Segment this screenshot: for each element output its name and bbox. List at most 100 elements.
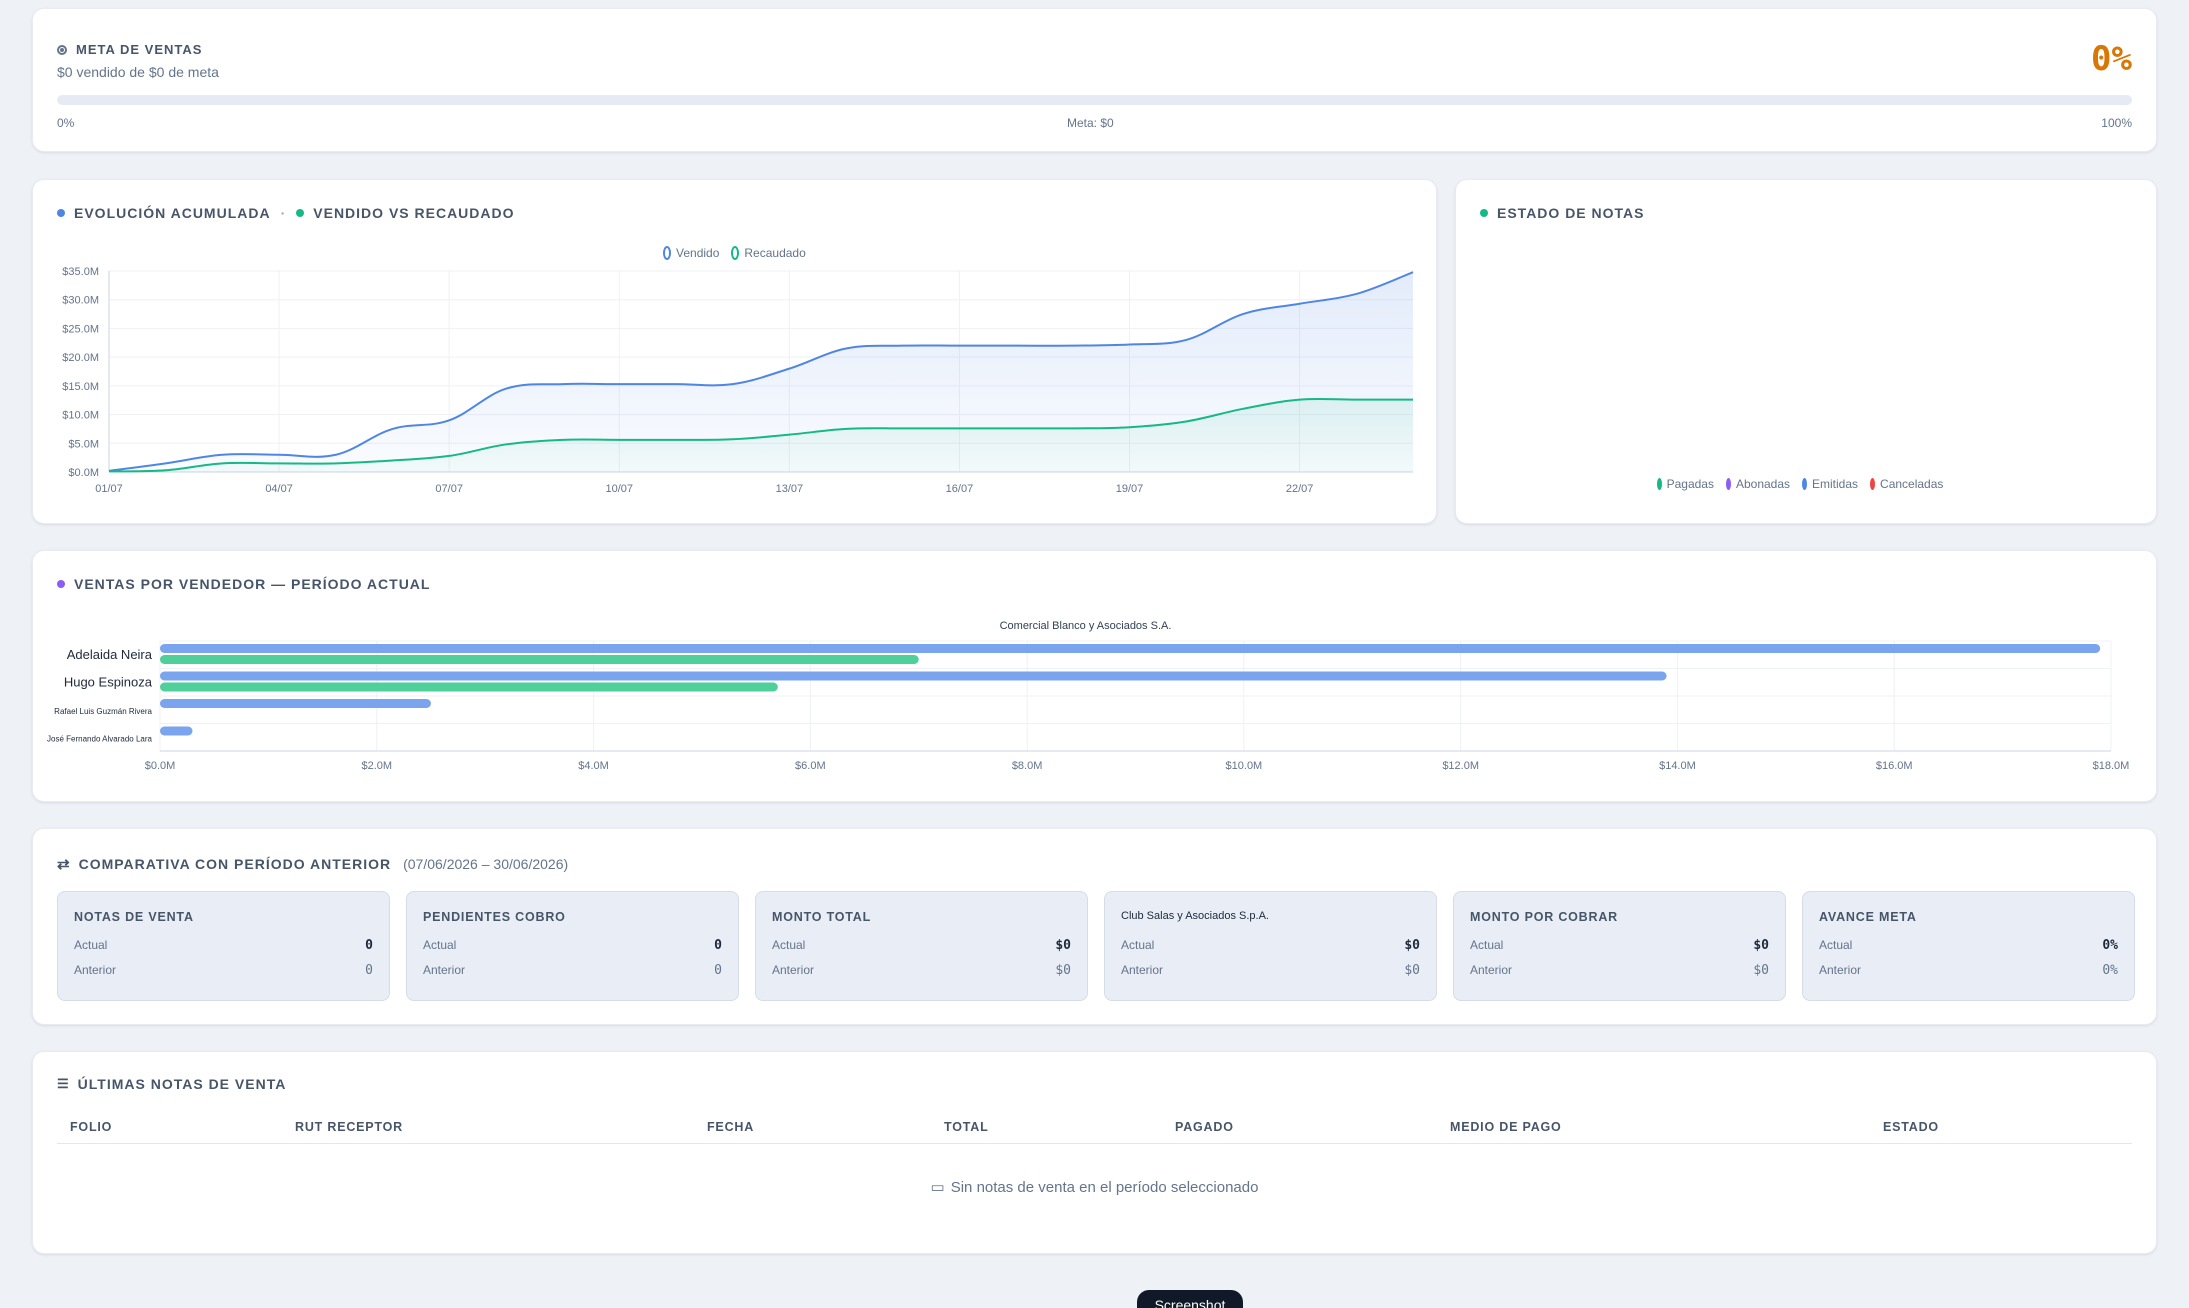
evolucion-card: EVOLUCIÓN ACUMULADA · VENDIDO VS RECAUDA…: [32, 179, 1437, 524]
x-tick-label: 04/07: [265, 483, 293, 495]
x-tick-label: 16/07: [946, 483, 974, 495]
x-tick-label: $0.0M: [145, 760, 176, 772]
bar[interactable]: [160, 682, 778, 692]
comparativa-box-title: AVANCE META: [1819, 910, 1917, 924]
table-header-cell[interactable]: ESTADO: [1883, 1120, 1939, 1134]
green-dot-icon: [1480, 209, 1488, 217]
comparativa-actual-row: Actual 0: [423, 938, 722, 953]
category-label: Rafael Luis Guzmán Rivera: [54, 707, 152, 716]
x-tick-label: 13/07: [776, 483, 804, 495]
comparativa-anterior-row: Anterior $0: [1121, 963, 1420, 978]
meta-subtitle: $0 vendido de $0 de meta: [57, 64, 219, 80]
meta-ventas-card: META DE VENTAS $0 vendido de $0 de meta …: [32, 8, 2157, 152]
evolucion-chart: $0.0M $5.0M $10.0M $15.0M $20.0M $25.0M $30.0M…: [62, 266, 1414, 495]
legend-swatch: [1802, 478, 1808, 490]
comparativa-anterior-row: Anterior 0: [74, 963, 373, 978]
table-header-cell[interactable]: MEDIO DE PAGO: [1450, 1120, 1562, 1134]
series-line-recaudado: [108, 397, 1413, 473]
bar[interactable]: [160, 655, 919, 664]
x-tick-label: $8.0M: [1012, 760, 1043, 772]
comparativa-box: PENDIENTES COBRO Actual 0 Anterior 0: [406, 891, 739, 1001]
x-tick-label: 19/07: [1116, 483, 1144, 495]
y-tick-label: $25.0M: [62, 323, 99, 335]
table-header-cell[interactable]: PAGADO: [1175, 1120, 1234, 1134]
comparativa-box: AVANCE META Actual 0% Anterior 0%: [1802, 891, 2135, 1001]
y-tick-label: $0.0M: [68, 467, 99, 479]
estado-legend-item[interactable]: Abonadas: [1725, 477, 1790, 491]
comparativa-actual-row: Actual $0: [772, 938, 1071, 953]
table-header-cell[interactable]: RUT RECEPTOR: [295, 1120, 403, 1134]
x-tick-label: 10/07: [605, 483, 633, 495]
meta-scale-end: 100%: [2101, 116, 2132, 130]
x-tick-label: $18.0M: [2093, 760, 2130, 772]
y-tick-label: $30.0M: [62, 295, 99, 307]
comparativa-box-title: Club Salas y Asociados S.p.A.: [1121, 910, 1269, 922]
comparativa-box-title: NOTAS DE VENTA: [74, 910, 194, 924]
x-tick-label: $16.0M: [1876, 760, 1913, 772]
ultimas-title: ☰ ÚLTIMAS NOTAS DE VENTA: [57, 1076, 287, 1092]
legend-swatch: [1725, 478, 1731, 490]
vendedor-chart: Comercial Blanco y Asociados S.A. $0.0M $2…: [47, 620, 2130, 772]
bar[interactable]: [160, 671, 1667, 681]
legend-recaudado[interactable]: Recaudado: [731, 246, 806, 260]
comparativa-box-title: MONTO TOTAL: [772, 910, 872, 924]
comparativa-title: ⇄ COMPARATIVA CON PERÍODO ANTERIOR (07/0…: [57, 856, 569, 873]
evolucion-title: EVOLUCIÓN ACUMULADA · VENDIDO VS RECAUDA…: [57, 205, 515, 221]
comparativa-anterior-row: Anterior 0%: [1819, 963, 2118, 978]
comparativa-actual-row: Actual 0%: [1819, 938, 2118, 953]
y-tick-label: $35.0M: [62, 266, 99, 278]
comparativa-box: NOTAS DE VENTA Actual 0 Anterior 0: [57, 891, 390, 1001]
meta-percent: 0%: [2091, 39, 2132, 79]
estado-legend-item[interactable]: Pagadas: [1656, 477, 1714, 491]
legend-swatch: [1870, 478, 1876, 490]
legend-vendido[interactable]: Vendido: [663, 246, 719, 260]
category-label: José Fernando Alvarado Lara: [47, 734, 153, 743]
legend-vendido-swatch: [663, 246, 671, 260]
comparativa-anterior-row: Anterior $0: [1470, 963, 1769, 978]
x-tick-label: $14.0M: [1659, 760, 1696, 772]
comparativa-box: Club Salas y Asociados S.p.A. Actual $0 Ant…: [1104, 891, 1437, 1001]
meta-title: META DE VENTAS: [57, 42, 202, 57]
green-dot-icon: [296, 209, 305, 217]
comparativa-range: (07/06/2026 – 30/06/2026): [403, 856, 569, 872]
bar[interactable]: [160, 644, 2101, 653]
swap-arrows-icon: ⇄: [57, 856, 71, 873]
bar[interactable]: [160, 726, 193, 736]
estado-legend-item[interactable]: Canceladas: [1870, 477, 1943, 491]
table-header-cell[interactable]: FOLIO: [70, 1120, 113, 1134]
x-tick-label: $6.0M: [795, 760, 826, 772]
comparativa-actual-row: Actual 0: [74, 938, 373, 953]
estado-card: ESTADO DE NOTAS Pagadas Abonadas Emitidas C…: [1455, 179, 2157, 524]
comparativa-card: ⇄ COMPARATIVA CON PERÍODO ANTERIOR (07/0…: [32, 828, 2157, 1025]
legend-swatch: [1656, 478, 1662, 490]
empty-state: ▭ Sin notas de venta en el período selecc…: [930, 1179, 1259, 1196]
y-tick-label: $20.0M: [62, 352, 99, 364]
meta-scale-mid: Meta: $0: [1067, 116, 1114, 130]
meta-progress-bar: [57, 95, 2132, 105]
category-label: Adelaida Neira: [67, 647, 153, 662]
x-tick-label: $10.0M: [1226, 760, 1263, 772]
comparativa-actual-row: Actual $0: [1121, 938, 1420, 953]
series-line-vendido: [108, 271, 1414, 472]
estado-legend-item[interactable]: Emitidas: [1802, 477, 1858, 491]
comparativa-anterior-row: Anterior 0: [423, 963, 722, 978]
inbox-icon: ▭: [930, 1179, 945, 1196]
legend-recaudado-swatch: [731, 246, 740, 260]
meta-scale-start: 0%: [57, 116, 75, 130]
series-area-vendido: [109, 272, 1413, 472]
screenshot-button[interactable]: Screenshot: [1137, 1290, 1243, 1308]
estado-title: ESTADO DE NOTAS: [1480, 205, 1645, 221]
table-header-cell[interactable]: TOTAL: [944, 1120, 989, 1134]
list-icon: ☰: [57, 1076, 70, 1091]
comparativa-box-title: MONTO POR COBRAR: [1470, 910, 1618, 924]
target-icon: [57, 44, 67, 55]
bar[interactable]: [160, 699, 431, 708]
table-header-cell[interactable]: FECHA: [707, 1120, 755, 1134]
estado-legend: Pagadas Abonadas Emitidas Canceladas: [1456, 477, 2156, 491]
x-tick-label: 22/07: [1286, 483, 1314, 495]
comparativa-anterior-row: Anterior $0: [772, 963, 1071, 978]
ultimas-card: ☰ ÚLTIMAS NOTAS DE VENTA FOLIO RUT RECEPT…: [32, 1051, 2157, 1254]
vendedor-title: VENTAS POR VENDEDOR — PERÍODO ACTUAL: [57, 576, 430, 592]
comparativa-box-title: PENDIENTES COBRO: [423, 910, 566, 924]
table-divider: [57, 1143, 2132, 1144]
